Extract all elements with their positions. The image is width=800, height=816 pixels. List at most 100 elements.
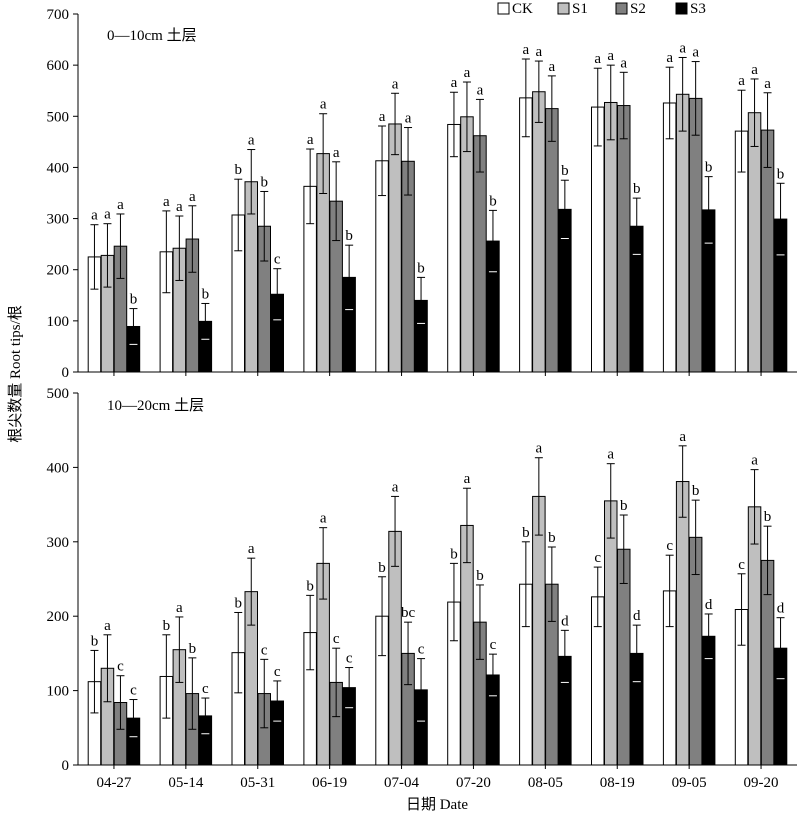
significance-letter: a: [738, 73, 745, 89]
significance-letter: a: [536, 44, 543, 60]
significance-letter: b: [130, 292, 138, 308]
significance-letter: a: [549, 59, 556, 75]
significance-letter: b: [476, 568, 484, 584]
y-tick-label: 400: [47, 160, 70, 176]
significance-letter: c: [346, 651, 353, 667]
y-tick-label: 200: [47, 263, 70, 279]
panel-title-bottom: 10—20cm 土层: [107, 397, 204, 414]
significance-letter: a: [176, 199, 183, 215]
significance-letter: b: [163, 618, 171, 634]
significance-letter: b: [620, 498, 628, 514]
y-tick-label: 200: [47, 609, 70, 625]
y-tick-label: 0: [62, 758, 70, 774]
significance-letter: b: [764, 509, 772, 525]
significance-letter: bc: [401, 605, 416, 621]
x-tick-label: 05-14: [168, 775, 203, 791]
y-tick-label: 400: [47, 460, 70, 476]
legend-label-s3: S3: [690, 1, 706, 17]
legend-label-s1: S1: [572, 1, 588, 17]
significance-letter: a: [248, 133, 255, 149]
significance-letter: b: [561, 163, 569, 179]
significance-letter: b: [548, 530, 556, 546]
y-tick-label: 600: [47, 58, 70, 74]
significance-letter: a: [679, 40, 686, 56]
bar-s1: [388, 123, 402, 373]
x-tick-label: 09-20: [744, 775, 779, 791]
y-tick-label: 500: [47, 386, 70, 402]
significance-letter: a: [392, 479, 399, 495]
y-tick-label: 700: [47, 7, 70, 23]
significance-letter: c: [261, 642, 268, 658]
significance-letter: d: [633, 608, 641, 624]
legend-label-ck: CK: [512, 1, 533, 17]
y-tick-label: 500: [47, 109, 70, 125]
significance-letter: a: [320, 511, 327, 527]
significance-letter: b: [345, 228, 353, 244]
bar-s2: [688, 97, 703, 373]
bar-s1: [532, 495, 546, 766]
significance-letter: a: [333, 145, 340, 161]
significance-letter: b: [705, 160, 713, 176]
significance-letter: b: [450, 546, 458, 562]
bar-s1: [675, 481, 690, 766]
legend-label-s2: S2: [630, 1, 646, 17]
significance-letter: a: [307, 132, 314, 148]
significance-letter: a: [189, 189, 196, 205]
significance-letter: c: [117, 659, 124, 675]
significance-letter: a: [523, 42, 530, 58]
significance-letter: a: [405, 111, 412, 127]
significance-letter: a: [464, 65, 471, 81]
bar-s1: [532, 91, 546, 373]
x-tick-label: 07-04: [384, 775, 419, 791]
significance-letter: c: [738, 557, 745, 573]
significance-letter: b: [261, 174, 269, 190]
bar-ck: [447, 123, 461, 373]
y-tick-label: 300: [47, 212, 70, 228]
significance-letter: d: [705, 597, 713, 613]
significance-letter: b: [522, 525, 530, 541]
significance-letter: b: [189, 641, 197, 657]
significance-letter: c: [490, 637, 497, 653]
legend: CK S1 S2 S3: [497, 1, 706, 17]
significance-letter: a: [477, 82, 484, 98]
significance-letter: d: [777, 601, 785, 617]
significance-letter: b: [777, 166, 785, 182]
x-tick-label: 05-31: [240, 775, 275, 791]
significance-letter: a: [117, 197, 124, 213]
bar-ck: [519, 97, 533, 373]
bar-s1: [675, 93, 690, 373]
significance-letter: b: [633, 181, 641, 197]
bar-s2: [617, 105, 631, 373]
significance-letter: a: [764, 76, 771, 92]
x-tick-label: 04-27: [96, 775, 131, 791]
significance-letter: d: [561, 613, 569, 629]
significance-letter: a: [679, 429, 686, 445]
bar-ck: [662, 102, 677, 373]
y-axis-title: 根尖数量 Root tips/根: [7, 305, 24, 443]
significance-letter: c: [202, 681, 209, 697]
significance-letter: a: [176, 600, 183, 616]
significance-letter: a: [248, 541, 255, 557]
bar-s1: [604, 101, 618, 373]
significance-letter: a: [91, 208, 98, 224]
y-tick-label: 100: [47, 314, 70, 330]
bar-s1: [747, 506, 762, 766]
bar-s1: [604, 500, 618, 766]
significance-letter: b: [489, 193, 497, 209]
significance-letter: c: [418, 642, 425, 658]
significance-letter: a: [320, 97, 327, 113]
significance-letter: b: [202, 286, 210, 302]
significance-letter: a: [379, 109, 386, 125]
y-tick-label: 300: [47, 535, 70, 551]
significance-letter: b: [91, 633, 99, 649]
x-tick-label: 09-05: [672, 775, 707, 791]
legend-swatch-s2: [615, 2, 628, 15]
significance-letter: b: [235, 162, 243, 178]
x-axis-title: 日期 Date: [406, 796, 468, 813]
legend-swatch-s3: [675, 2, 688, 15]
significance-letter: a: [104, 618, 111, 634]
significance-letter: a: [104, 207, 111, 223]
panel-bottom: 0 100 200 300 400 500 04-27 05-14 05-31 06-19 07-0…: [47, 386, 797, 791]
x-tick-label: 07-20: [456, 775, 491, 791]
